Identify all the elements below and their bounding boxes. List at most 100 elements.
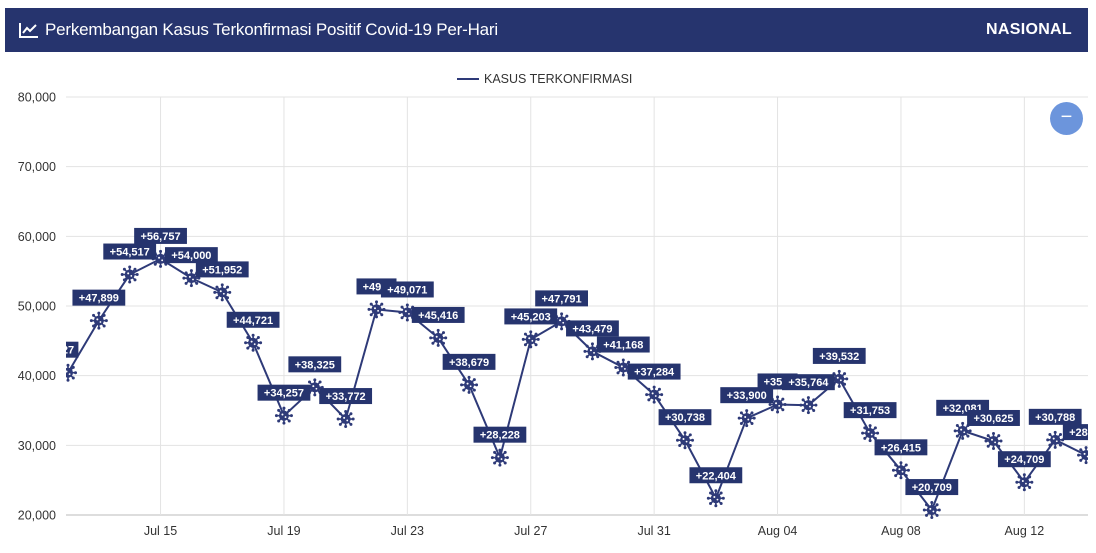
virus-icon[interactable] <box>213 283 232 302</box>
y-axis: 20,000 30,000 40,000 50,000 60,000 70,000 80,0… <box>18 91 56 523</box>
data-label-text: +47,791 <box>542 293 582 305</box>
virus-icon[interactable] <box>1077 446 1095 465</box>
data-label: +41,168 <box>596 336 650 353</box>
virus-icon[interactable] <box>768 395 787 414</box>
data-label: +56,757 <box>134 227 187 244</box>
virus-icon[interactable] <box>645 385 664 404</box>
data-label-text: +39,532 <box>819 351 859 363</box>
data-label: +47,899 <box>72 289 126 306</box>
data-label-text: +54,000 <box>171 250 211 262</box>
x-tick-label: Aug 08 <box>881 524 921 538</box>
collapse-button[interactable]: − <box>1050 102 1083 135</box>
chart-title: Perkembangan Kasus Terkonfirmasi Positif… <box>45 20 498 39</box>
virus-icon[interactable] <box>89 311 108 330</box>
virus-icon[interactable] <box>891 461 910 480</box>
data-label: +33,900 <box>720 387 774 404</box>
virus-icon[interactable] <box>953 421 972 440</box>
data-label: +22,404 <box>689 467 743 484</box>
data-label: +28,228 <box>473 426 527 443</box>
chart-legend[interactable]: KASUS TERKONFIRMASI <box>457 72 632 86</box>
data-label-text: +44,721 <box>233 315 273 327</box>
data-label-text: +20,709 <box>912 482 952 494</box>
plot-area: 27 +47,899 +54,517 +56,757 +54,000 +51,952 +44… <box>59 227 1096 520</box>
line-chart-icon <box>19 23 38 38</box>
data-label: +49,071 <box>380 281 434 298</box>
data-label-text: +43,479 <box>572 323 612 335</box>
data-label-text: +56,757 <box>141 231 181 243</box>
virus-icon[interactable] <box>244 333 263 352</box>
virus-icon[interactable] <box>861 424 880 443</box>
virus-icon[interactable] <box>676 431 694 450</box>
data-label: +34,257 <box>257 384 311 401</box>
virus-icon[interactable] <box>490 448 509 467</box>
data-label: +26,415 <box>874 439 928 456</box>
data-label: +47,791 <box>535 290 588 307</box>
data-label-text: +34,257 <box>264 388 304 400</box>
virus-icon[interactable] <box>799 396 818 415</box>
data-label: +45,416 <box>411 306 465 323</box>
data-label: +51,952 <box>195 261 249 278</box>
data-label: +54,000 <box>165 247 218 264</box>
data-label-text: +28,228 <box>480 430 520 442</box>
virus-icon[interactable] <box>336 410 355 429</box>
data-label: +44,721 <box>226 311 280 328</box>
data-label-text: +30,625 <box>973 413 1013 425</box>
data-label-text: +31,753 <box>850 405 890 417</box>
virus-icon[interactable] <box>460 375 479 394</box>
virus-icon[interactable] <box>1046 430 1065 449</box>
virus-icon[interactable] <box>274 406 293 425</box>
data-label: +38,679 <box>442 353 496 370</box>
data-label: +35,764 <box>782 374 835 391</box>
data-label: +43,479 <box>566 320 619 337</box>
chart-area: KASUS TERKONFIRMASI 20,000 30,000 40,000 50… <box>18 72 1096 538</box>
data-label-text: +41,168 <box>603 340 643 352</box>
y-tick-label: 80,000 <box>18 91 56 105</box>
y-tick-label: 60,000 <box>18 230 56 244</box>
y-tick-label: 30,000 <box>18 439 56 453</box>
virus-icon[interactable] <box>922 501 941 520</box>
data-label: +30,625 <box>967 409 1020 426</box>
data-label: +45,203 <box>504 308 558 325</box>
x-tick-label: Jul 15 <box>144 524 177 538</box>
legend-label[interactable]: KASUS TERKONFIRMASI <box>484 72 632 86</box>
virus-icon[interactable] <box>59 363 77 382</box>
data-label-text: +33,772 <box>326 391 366 403</box>
data-label: +54,517 <box>103 243 157 260</box>
virus-icon[interactable] <box>706 489 725 508</box>
data-label-text: +54,517 <box>110 247 150 259</box>
y-tick-label: 20,000 <box>18 509 56 523</box>
virus-icon[interactable] <box>737 409 756 428</box>
data-label: +31,753 <box>843 402 897 419</box>
data-label-text: +26,415 <box>881 442 921 454</box>
data-label: +33,772 <box>319 388 373 405</box>
virus-icon[interactable] <box>429 328 448 347</box>
data-label: +28,59 <box>1062 424 1096 441</box>
virus-icon[interactable] <box>367 300 386 319</box>
y-tick-label: 50,000 <box>18 300 56 314</box>
data-label: +24,709 <box>997 451 1051 468</box>
data-label-text: +47,899 <box>79 293 119 305</box>
data-label-text: +33,900 <box>727 390 767 402</box>
data-label: +30,788 <box>1028 408 1082 425</box>
data-label-text: +45,203 <box>511 311 551 323</box>
data-label: 27 <box>62 341 79 358</box>
y-tick-label: 70,000 <box>18 160 56 174</box>
data-label-text: +30,738 <box>665 412 705 424</box>
x-tick-label: Aug 12 <box>1005 524 1045 538</box>
virus-icon[interactable] <box>984 431 1003 450</box>
x-tick-label: Jul 31 <box>637 524 670 538</box>
x-tick-label: Jul 19 <box>267 524 300 538</box>
data-label-text: +28,59 <box>1069 427 1096 439</box>
data-label-text: +22,404 <box>696 470 737 482</box>
virus-icon[interactable] <box>1015 473 1034 492</box>
chart-header: Perkembangan Kasus Terkonfirmasi Positif… <box>5 8 1088 52</box>
virus-icon[interactable] <box>521 330 540 349</box>
data-label: +39,532 <box>812 347 866 364</box>
scope-label: NASIONAL <box>986 21 1072 38</box>
data-label-text: +24,709 <box>1004 454 1044 466</box>
virus-icon[interactable] <box>120 265 139 284</box>
data-label-text: +37,284 <box>634 367 675 379</box>
x-tick-label: Aug 04 <box>758 524 798 538</box>
x-axis: Jul 15 Jul 19 Jul 23 Jul 27 Jul 31 Aug 04 Aug … <box>144 524 1044 538</box>
data-label-text: 27 <box>62 345 74 357</box>
